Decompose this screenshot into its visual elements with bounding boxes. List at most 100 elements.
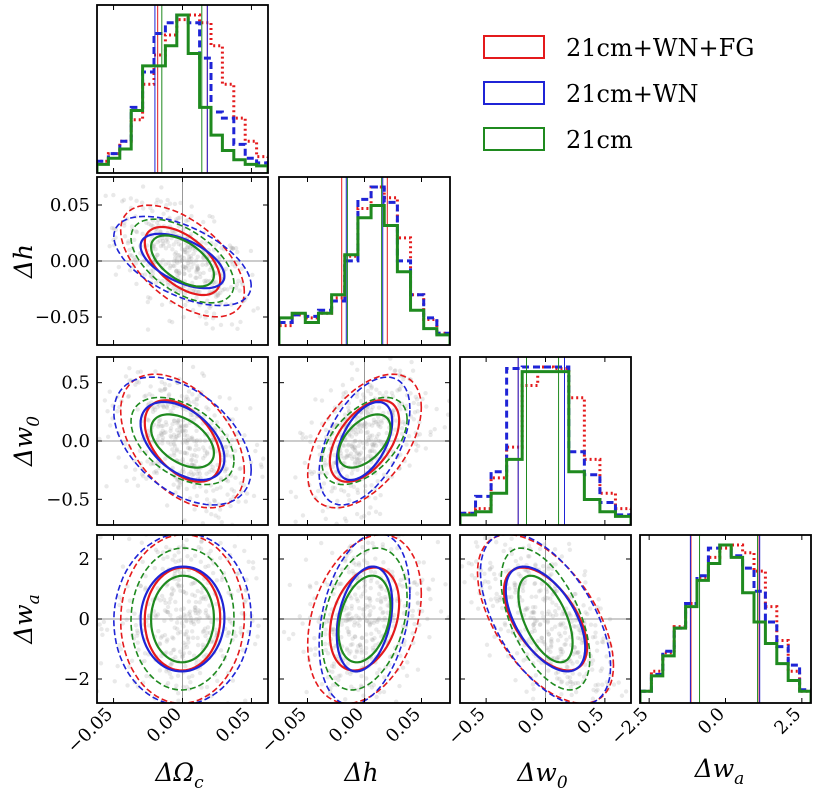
sample-point [176,430,181,436]
sample-point [432,427,437,432]
sample-point [230,245,236,251]
sample-point [97,622,102,627]
sample-point [574,659,580,665]
sample-point [356,456,361,462]
sample-point [177,270,182,276]
sample-point [373,419,378,425]
sample-point [365,410,370,415]
sample-point [133,261,139,266]
sample-point [155,252,160,257]
sample-point [174,528,178,532]
sample-point [216,291,221,296]
sample-point [224,449,230,454]
sample-point [169,591,175,597]
sample-point [346,492,351,498]
sample-point [576,650,581,655]
sample-point [211,468,217,474]
sample-point [172,201,178,207]
sample-point [128,252,133,258]
sample-point [346,629,352,635]
sample-point [575,650,580,655]
sample-point [126,393,132,399]
sample-point [237,288,242,293]
sample-point [562,642,567,647]
sample-point [300,621,305,626]
sample-point [153,246,158,252]
sample-point [518,573,523,579]
sample-point [211,498,217,503]
sample-point [248,248,254,254]
sample-point [366,620,372,625]
sample-point [494,591,499,597]
sample-point [356,443,361,448]
sample-point [205,614,210,620]
sample-point [184,218,189,224]
sample-point [184,245,190,250]
sample-point [317,452,323,457]
sample-point [236,499,241,504]
sample-point [338,467,344,472]
sample-point [140,474,146,479]
sample-point [397,403,402,408]
sample-point [361,456,366,461]
contour-1sigma-21cm+WN [139,565,226,673]
sample-point [160,238,166,244]
contour-2sigma-21cm+WN [318,376,411,506]
sample-point [308,434,313,439]
sample-point [194,396,199,402]
sample-point [353,432,359,437]
sample-point [331,664,337,670]
sample-point [97,436,102,442]
sample-point [354,451,359,457]
sample-point [186,640,191,645]
sample-point [348,649,353,654]
sample-point [569,692,574,698]
sample-point [101,619,107,625]
sample-point [141,206,146,211]
sample-point [228,284,234,290]
sample-point [135,684,141,689]
sample-point [300,513,306,518]
sample-point [347,433,352,438]
sample-point [172,453,177,458]
sample-point [182,632,187,637]
sample-point [109,225,115,231]
sample-point [314,580,319,586]
sample-point [111,226,117,231]
sample-point [194,454,199,459]
sample-point [197,471,203,477]
sample-point [312,652,318,658]
contour-1sigma-21cm [149,234,216,288]
sample-point [175,616,181,621]
sample-point [127,664,132,670]
x-tick-label: −0.05 [63,704,117,758]
sample-point [174,448,179,453]
sample-point [526,543,532,548]
sample-cloud [97,535,261,703]
sample-point [119,199,125,204]
contour-1sigma-21cm+WN [504,565,587,673]
sample-point [236,260,241,266]
sample-point [174,683,179,688]
sample-point [216,515,221,520]
sample-point [175,581,180,587]
sample-point [386,454,392,459]
sample-point [573,681,578,686]
sample-point [476,606,481,611]
sample-point [129,224,135,229]
sample-point [331,626,336,632]
sample-point [537,529,541,533]
sample-point [490,603,496,609]
sample-point [175,252,180,258]
sample-point [178,482,183,487]
sample-point [209,619,214,625]
sample-point [157,417,163,423]
y-tick-label: 0 [79,609,90,630]
sample-point [413,441,419,447]
sample-point [356,561,362,566]
sample-point [184,629,190,634]
sample-point [578,630,583,636]
sample-point [205,279,211,284]
sample-point [190,635,196,641]
sample-point [537,546,543,552]
